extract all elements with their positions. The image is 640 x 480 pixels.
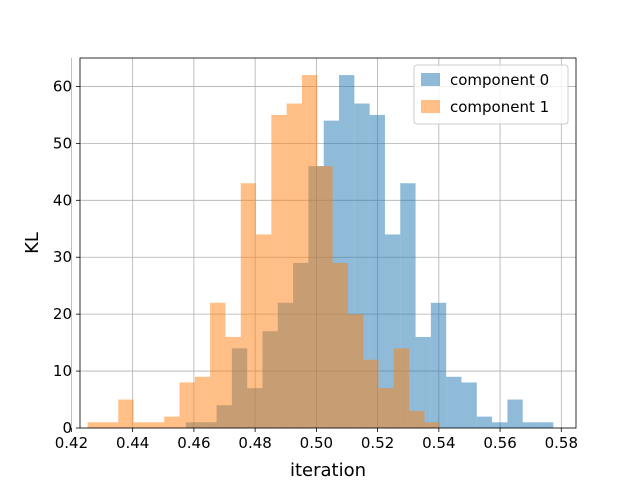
histogram-bar-component-1 <box>393 348 410 428</box>
y-tick-label: 0 <box>62 419 72 437</box>
histogram-bar-component-1 <box>118 399 134 428</box>
histogram-bars <box>87 75 554 429</box>
y-tick-label: 60 <box>53 77 72 95</box>
histogram-bar-component-1 <box>133 422 149 428</box>
histogram-bar-component-1 <box>271 114 287 428</box>
histogram-bar-component-1 <box>256 234 272 428</box>
plot-frame <box>79 57 577 429</box>
histogram-bar-component-1 <box>225 336 241 428</box>
histogram-bar-component-0 <box>522 422 539 428</box>
histogram-bar-component-1 <box>179 382 195 428</box>
histogram-bar-component-0 <box>538 422 554 428</box>
histogram-bar-component-1 <box>102 422 119 428</box>
histogram-bar-component-1 <box>424 422 440 428</box>
histogram-bar-component-0 <box>476 416 493 428</box>
x-tick-label: 0.58 <box>545 434 578 452</box>
y-tick-label: 50 <box>53 134 72 152</box>
histogram-bar-component-1 <box>164 416 180 428</box>
x-tick-label: 0.44 <box>116 434 149 452</box>
y-tick-label: 10 <box>53 362 72 380</box>
legend-swatch-component-1 <box>421 100 440 113</box>
histogram-bar-component-0 <box>507 399 523 428</box>
histogram-bar-component-0 <box>430 302 447 428</box>
histogram-bar-component-0 <box>461 382 477 428</box>
x-tick-label: 0.48 <box>238 434 271 452</box>
histogram-bar-component-1 <box>194 376 211 428</box>
histogram-bar-component-1 <box>286 103 302 429</box>
x-tick-label: 0.50 <box>300 434 333 452</box>
y-axis-label: KL <box>22 232 43 254</box>
x-tick-label: 0.56 <box>483 434 516 452</box>
histogram-bar-component-0 <box>446 376 462 428</box>
x-tick-label: 0.54 <box>422 434 455 452</box>
histogram-bar-component-1 <box>347 314 364 428</box>
histogram-bar-component-1 <box>301 75 318 429</box>
x-tick-label: 0.46 <box>177 434 210 452</box>
histogram-bar-component-1 <box>210 302 226 428</box>
histogram-bar-component-1 <box>317 166 333 428</box>
histogram-bar-component-0 <box>492 422 508 428</box>
legend-label-component-1: component 1 <box>450 98 549 116</box>
histogram-bar-component-1 <box>409 410 425 428</box>
x-axis-label: iteration <box>290 460 366 480</box>
histogram-bar-component-1 <box>148 422 165 428</box>
x-tick-label: 0.52 <box>361 434 394 452</box>
histogram-bar-component-0 <box>369 114 385 428</box>
histogram-bar-component-1 <box>332 262 348 428</box>
histogram-bar-component-1 <box>363 359 379 428</box>
legend: component 0 component 1 <box>413 64 569 125</box>
y-tick-label: 40 <box>53 191 72 209</box>
histogram-bar-component-1 <box>87 422 103 428</box>
legend-frame <box>413 64 569 125</box>
histogram-bar-component-0 <box>415 336 431 428</box>
x-tick-label: 0.42 <box>55 434 88 452</box>
y-tick-label: 30 <box>53 248 72 266</box>
y-axis-ticks: 0 10 20 30 40 50 60 <box>53 77 80 437</box>
legend-swatch-component-0 <box>421 73 440 86</box>
y-tick-label: 20 <box>53 305 72 323</box>
histogram-bar-component-1 <box>378 388 394 428</box>
x-axis-ticks: 0.42 0.44 0.46 0.48 0.50 0.52 0.54 0.56 0.58 <box>55 428 578 452</box>
legend-label-component-0: component 0 <box>450 71 549 89</box>
histogram-bar-component-1 <box>240 183 257 428</box>
